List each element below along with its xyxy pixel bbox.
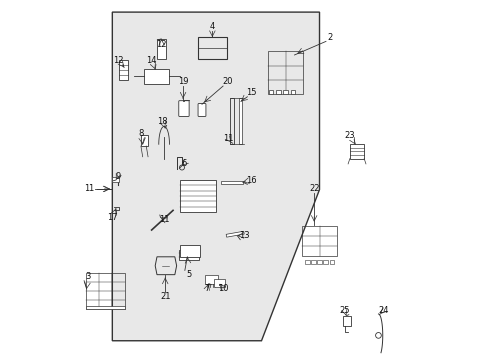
Text: 1: 1: [83, 184, 89, 193]
Text: 17: 17: [107, 213, 118, 222]
Text: 23: 23: [344, 131, 354, 140]
Bar: [276, 90, 280, 94]
Text: 11: 11: [223, 134, 233, 143]
Bar: [290, 90, 294, 94]
Text: 16: 16: [246, 176, 256, 185]
Bar: [267, 51, 303, 94]
Text: 8: 8: [138, 129, 143, 138]
Bar: [179, 249, 199, 260]
Text: 14: 14: [146, 56, 157, 65]
Text: 12: 12: [156, 40, 166, 49]
Text: 2: 2: [327, 33, 332, 42]
Text: 21: 21: [160, 292, 170, 301]
Bar: [85, 273, 124, 309]
Bar: [112, 177, 119, 182]
Text: 22: 22: [308, 184, 319, 193]
Text: 9: 9: [115, 172, 120, 181]
Bar: [342, 316, 350, 327]
Bar: [119, 60, 128, 80]
Bar: [329, 260, 333, 264]
Bar: [225, 231, 244, 237]
Text: 20: 20: [222, 77, 232, 86]
Bar: [85, 306, 124, 309]
Bar: [198, 37, 226, 59]
Text: 5: 5: [186, 270, 191, 279]
FancyBboxPatch shape: [179, 101, 189, 116]
FancyBboxPatch shape: [198, 104, 205, 116]
Text: 18: 18: [157, 117, 167, 126]
Polygon shape: [112, 12, 319, 341]
Bar: [283, 90, 287, 94]
Bar: [180, 180, 216, 212]
Bar: [221, 181, 242, 184]
Text: 25: 25: [339, 306, 349, 315]
Bar: [157, 39, 165, 59]
Text: 1: 1: [88, 184, 93, 193]
Text: 13: 13: [239, 231, 249, 240]
Text: 12: 12: [113, 56, 124, 65]
Bar: [141, 135, 148, 146]
Text: 19: 19: [178, 77, 188, 86]
Bar: [301, 226, 337, 256]
Bar: [268, 90, 273, 94]
Text: 10: 10: [218, 284, 228, 293]
Text: 24: 24: [378, 306, 388, 315]
Text: 11: 11: [159, 215, 169, 224]
Bar: [317, 260, 321, 264]
Bar: [180, 246, 200, 257]
Bar: [305, 260, 309, 264]
Bar: [144, 69, 169, 84]
Bar: [239, 98, 242, 144]
Bar: [214, 279, 224, 287]
Bar: [311, 260, 315, 264]
Text: 4: 4: [209, 22, 215, 31]
Text: 7: 7: [204, 284, 209, 293]
Bar: [349, 144, 364, 158]
Text: 3: 3: [85, 272, 91, 281]
Bar: [323, 260, 327, 264]
Bar: [205, 275, 217, 284]
Text: 15: 15: [246, 88, 256, 97]
Text: 6: 6: [181, 159, 186, 168]
